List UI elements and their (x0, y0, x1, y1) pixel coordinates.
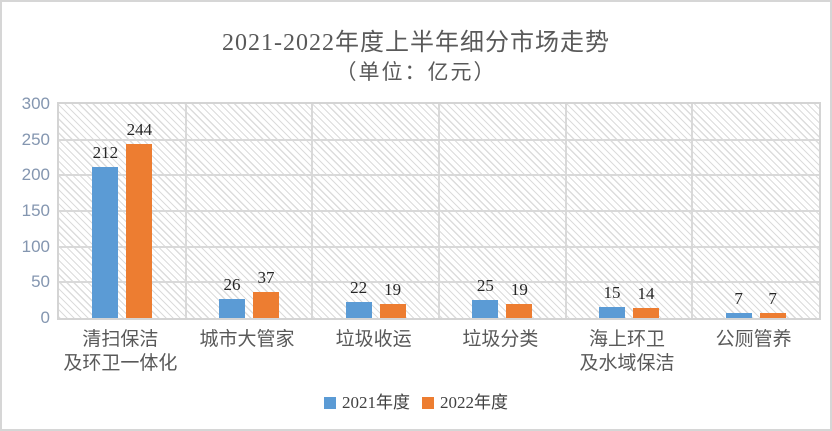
legend-swatch (422, 397, 434, 409)
bar-2021年度 (599, 307, 625, 318)
y-tick-label: 50 (31, 272, 50, 292)
bar-value-label: 19 (510, 280, 528, 300)
category-label: 垃圾分类 (462, 329, 539, 350)
bar-2022年度 (379, 304, 406, 318)
bar-2022年度 (253, 291, 279, 318)
gridline-vertical (438, 104, 440, 318)
gridline-vertical (311, 104, 314, 318)
plot-area: 212 26 22 25 15 7 244 37 19 19 14 7 (57, 102, 821, 320)
category-label: 海上环卫 及水域保洁 (579, 329, 675, 374)
legend-item-2021年度: 2021年度 (324, 394, 410, 412)
y-tick-label: 100 (21, 236, 50, 256)
legend-label: 2022年度 (440, 393, 508, 412)
category-label: 垃圾收运 (335, 329, 412, 350)
category-label: 公厕管养 (715, 329, 792, 350)
bar-2021年度 (219, 299, 245, 318)
bar-value-label: 19 (384, 280, 402, 300)
bar-2021年度 (92, 166, 119, 318)
bar-value-label: 26 (223, 275, 241, 295)
bar-2022年度 (759, 313, 786, 318)
legend-swatch (324, 397, 336, 409)
category-label: 城市大管家 (199, 329, 295, 350)
y-tick-label: 300 (21, 94, 50, 113)
legend: 2021年度 2022年度 (2, 394, 830, 412)
y-tick-label: 200 (21, 165, 50, 185)
y-tick-label: 0 (40, 308, 50, 327)
legend-label: 2021年度 (342, 393, 410, 412)
bar-2022年度 (506, 304, 533, 318)
bar-value-label: 15 (603, 283, 621, 303)
bar-value-label: 14 (637, 284, 655, 304)
gridline-vertical (184, 104, 187, 318)
y-tick-label: 250 (21, 129, 50, 149)
y-axis: 0 50 100 150 200 250 300 (8, 95, 50, 327)
bar-value-label: 7 (768, 289, 777, 309)
legend-item-2022年度: 2022年度 (422, 394, 508, 412)
bar-value-label: 244 (126, 119, 153, 139)
bar-2022年度 (633, 308, 659, 318)
x-axis: 清扫保洁 及环卫一体化 城市大管家 垃圾收运 垃圾分类 海上环卫 及水域保洁 公厕管养 (57, 328, 821, 380)
chart-title: 2021-2022年度上半年细分市场走势 (222, 30, 610, 56)
bar-value-label: 25 (476, 276, 494, 296)
gridline-vertical (691, 104, 694, 318)
bar-value-label: 7 (734, 289, 743, 309)
bar-2021年度 (345, 302, 372, 318)
gridline-vertical (564, 104, 567, 318)
bar-value-label: 212 (92, 142, 119, 162)
bar-value-label: 22 (350, 278, 368, 298)
bar-2021年度 (725, 313, 752, 318)
y-tick-label: 150 (21, 201, 50, 220)
chart-subtitle: （单位：亿元） (335, 60, 497, 84)
bar-2022年度 (126, 143, 153, 318)
category-label: 清扫保洁 及环卫一体化 (63, 329, 178, 374)
bar-2021年度 (472, 300, 499, 318)
bar-value-label: 37 (257, 267, 275, 287)
